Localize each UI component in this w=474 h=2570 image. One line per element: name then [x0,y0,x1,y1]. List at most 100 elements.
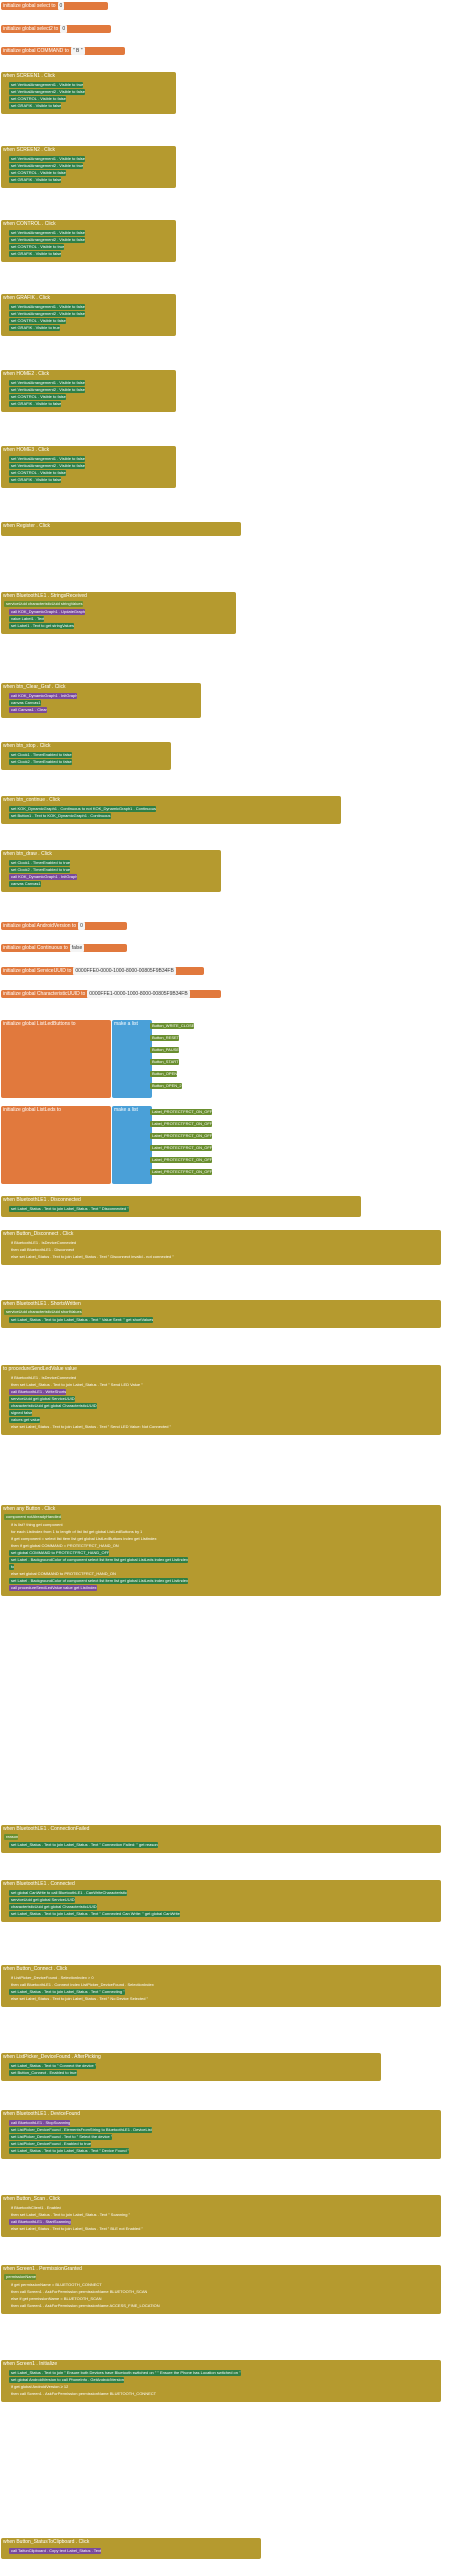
statement-row[interactable]: characteristicUuid get global Characteri… [9,1904,97,1910]
procedure-send-led-value[interactable]: to procedureSendLedValue value if Bluetoo… [1,1365,441,1435]
statement-row[interactable]: set VerticalArrangement1 . Visible to fa… [9,456,85,462]
statement-row[interactable]: set ListPicker_DeviceFound . ElementsFro… [9,2127,152,2133]
statement-row[interactable]: set Label . BackgroundColor of component… [9,1557,188,1563]
any-button-click-handler[interactable]: when any Button . Click component notAlre… [1,1505,441,1596]
statement-row[interactable]: set VerticalArrangement2 . Visible to tr… [9,163,84,169]
make-a-list-block[interactable]: make a list [112,1106,152,1184]
global-command[interactable]: initialize global COMMAND to " B " [1,47,125,55]
statement-row[interactable]: set ListPicker_DeviceFound . Enabled to … [9,2141,92,2147]
btn-continue-handler[interactable]: when btn_continue . Click set KOK_Dynamic… [1,796,341,824]
ble-disconnected-handler[interactable]: when BluetoothLE1 . Disconnected set Labe… [1,1196,361,1217]
statement-row[interactable]: set VerticalArrangement1 . Visible to fa… [9,304,85,310]
statement-row[interactable]: set Clock2 . TimerEnabled to true [9,867,71,873]
screen-click-handler[interactable]: when CONTROL . Click set VerticalArrangem… [1,220,176,262]
statement-row[interactable]: if is list? thing get component [9,1522,63,1528]
statement-row[interactable]: set Label_Status . Text to join Label_St… [9,1206,129,1212]
statement-row[interactable]: set VerticalArrangement1 . Visible to fa… [9,156,85,162]
global-list-leds[interactable]: initialize global ListLeds to [1,1106,111,1184]
statement-row[interactable]: set Clock2 . TimerEnabled to false [9,759,72,765]
statement-row[interactable]: call TaifunClipboard . Copy text Label_S… [9,2548,102,2554]
statement-row[interactable]: set CONTROL . Visible to false [9,170,66,176]
ble-connected-handler[interactable]: when BluetoothLE1 . Connected set global … [1,1880,441,1922]
screen-click-handler[interactable]: when HOME3 . Click set VerticalArrangemen… [1,446,176,488]
statement-row[interactable]: set KOK_DynamicGraph1 . Continuous to no… [9,806,156,812]
global-select[interactable]: initialize global select to 0 [1,2,109,10]
statement-row[interactable]: else set Label_Status . Text to join Lab… [9,1254,174,1260]
statement-row[interactable]: canvas Canvas1 [9,881,41,887]
statement-row[interactable]: set VerticalArrangement2 . Visible to fa… [9,387,85,393]
statement-row[interactable]: else if get permissionName = BLUETOOTH_S… [9,2296,102,2302]
statement-row[interactable]: set Label_Status . Text to join Label_St… [9,1989,125,1995]
statement-row[interactable]: serviceUuid get global ServiceUUID [9,1897,75,1903]
statement-row[interactable]: call KOK_DynamicGraph1 . InitGraph [9,874,78,880]
screen-click-handler[interactable]: when SCREEN1 . Click set VerticalArrangem… [1,72,176,114]
register-click-handler[interactable]: when Register . Click [1,522,241,536]
screen-click-handler[interactable]: when GRAFIK . Click set VerticalArrangeme… [1,294,176,336]
statement-row[interactable]: values get value [9,1417,40,1423]
statement-row[interactable]: set VerticalArrangement2 . Visible to fa… [9,89,85,95]
statement-row[interactable]: set Label1 . Text to get stringValues [9,623,75,629]
statement-row[interactable]: set VerticalArrangement1 . Visible to fa… [9,380,85,386]
statement-row[interactable]: set global COMMAND to PROTECTFRCT_HAND_O… [9,1550,110,1556]
statement-row[interactable]: set Button1 . Text to KOK_DynamicGraph1 … [9,813,111,819]
statement-row[interactable]: if get permissionName = BLUETOOTH_CONNEC… [9,2282,102,2288]
statement-row[interactable]: call procedureSendLedValue value get Lis… [9,1585,97,1591]
statement-row[interactable]: to [9,1564,15,1570]
statement-row[interactable]: set CONTROL . Visible to false [9,318,66,324]
statement-row[interactable]: set GRAFIK . Visible to true [9,325,60,331]
statement-row[interactable]: set GRAFIK . Visible to false [9,477,62,483]
statement-row[interactable]: then set Label_Status . Text to join Lab… [9,1382,143,1388]
statement-row[interactable]: call BluetoothLE1 . StopScanning [9,2120,71,2126]
statement-row[interactable]: then call BluetoothLE1 . Disconnect [9,1247,75,1253]
statement-row[interactable]: else set Label_Status . Text to join Lab… [9,1424,172,1430]
statement-row[interactable]: then set Label_Status . Text to join Lab… [9,2212,130,2218]
statement-row[interactable]: characteristicUuid get global Characteri… [9,1403,97,1409]
device-found-handler[interactable]: when BluetoothLE1 . DeviceFound call Blue… [1,2110,441,2159]
statement-row[interactable]: set CONTROL . Visible to false [9,96,66,102]
statement-row[interactable]: if BluetoothLE1 . IsDeviceConnected [9,1240,77,1246]
statement-row[interactable]: signed false [9,1410,33,1416]
statement-row[interactable]: set VerticalArrangement2 . Visible to fa… [9,311,85,317]
statement-row[interactable]: then call Screen1 . AskForPermission per… [9,2289,148,2295]
statement-row[interactable]: serviceUuid get global ServiceUUID [9,1396,75,1402]
btn-clear-graf-handler[interactable]: when btn_Clear_Graf . Click call KOK_Dyna… [1,683,201,718]
statement-row[interactable]: set global AndroidVersion to call PhoneI… [9,2377,124,2383]
global-characteristic-uuid[interactable]: initialize global CharacteristicUUID to 0… [1,990,221,998]
statement-row[interactable]: set VerticalArrangement2 . Visible to fa… [9,237,85,243]
btn-draw-handler[interactable]: when btn_draw . Click set Clock1 . TimerE… [1,850,221,892]
statement-row[interactable]: call KOK_DynamicGraph1 . UpdateGraph [9,609,86,615]
screen-click-handler[interactable]: when SCREEN2 . Click set VerticalArrangem… [1,146,176,188]
make-a-list-block[interactable]: make a list [112,1020,152,1098]
statement-row[interactable]: set ListPicker_DeviceFound . Text to " S… [9,2134,113,2140]
statement-row[interactable]: set Label_Status . Text to join Label_St… [9,1317,154,1323]
statement-row[interactable]: if BluetoothClient1 . Enabled [9,2205,62,2211]
statement-row[interactable]: set Label_Status . Text to join Label_St… [9,1842,158,1848]
strings-received-handler[interactable]: when BluetoothLE1 . StringsReceived servi… [1,592,236,634]
statement-row[interactable]: set Label . BackgroundColor of component… [9,1578,188,1584]
statement-row[interactable]: else set Label_Status . Text to join Lab… [9,1996,148,2002]
statement-row[interactable]: set Button_Connect . Enabled to true [9,2070,77,2076]
statement-row[interactable]: value Label1 . Text [9,616,45,622]
statement-row[interactable]: if BluetoothLE1 . IsDeviceConnected [9,1375,77,1381]
statement-row[interactable]: for each Listindex from 1 to length of l… [9,1529,143,1535]
statement-row[interactable]: set Clock1 . TimerEnabled to false [9,752,72,758]
statement-row[interactable]: set GRAFIK . Visible to false [9,177,62,183]
btn-stop-handler[interactable]: when btn_stop . Click set Clock1 . TimerE… [1,742,171,770]
statement-row[interactable]: set Label_Status . Text to join Label_St… [9,2148,130,2154]
permission-granted-handler[interactable]: when Screen1 . PermissionGranted permissi… [1,2265,441,2314]
statement-row[interactable]: then if get global COMMAND = PROTECTFRCT… [9,1543,119,1549]
btn-connect-handler[interactable]: when Button_Connect . Click if ListPicker… [1,1965,441,2007]
screen-initialize-handler[interactable]: when Screen1 . Initialize set Label_Statu… [1,2360,441,2402]
statement-row[interactable]: canvas Canvas1 [9,700,41,706]
global-select2[interactable]: initialize global select2 to 0 [1,25,111,33]
statement-row[interactable]: set VerticalArrangement2 . Visible to fa… [9,463,85,469]
statement-row[interactable]: set GRAFIK . Visible to false [9,103,62,109]
connection-failed-handler[interactable]: when BluetoothLE1 . ConnectionFailed reas… [1,1825,441,1853]
statement-row[interactable]: set GRAFIK . Visible to false [9,251,62,257]
statement-row[interactable]: else set Label_Status . Text to join Lab… [9,2226,143,2232]
statement-row[interactable]: set CONTROL . Visible to false [9,470,66,476]
shorts-written-handler[interactable]: when BluetoothLE1 . ShortsWritten service… [1,1300,441,1328]
btn-scan-handler[interactable]: when Button_Scan . Click if BluetoothClie… [1,2195,441,2237]
statement-row[interactable]: then call Screen1 . AskForPermission per… [9,2303,160,2309]
statement-row[interactable]: set CONTROL . Visible to true [9,244,65,250]
